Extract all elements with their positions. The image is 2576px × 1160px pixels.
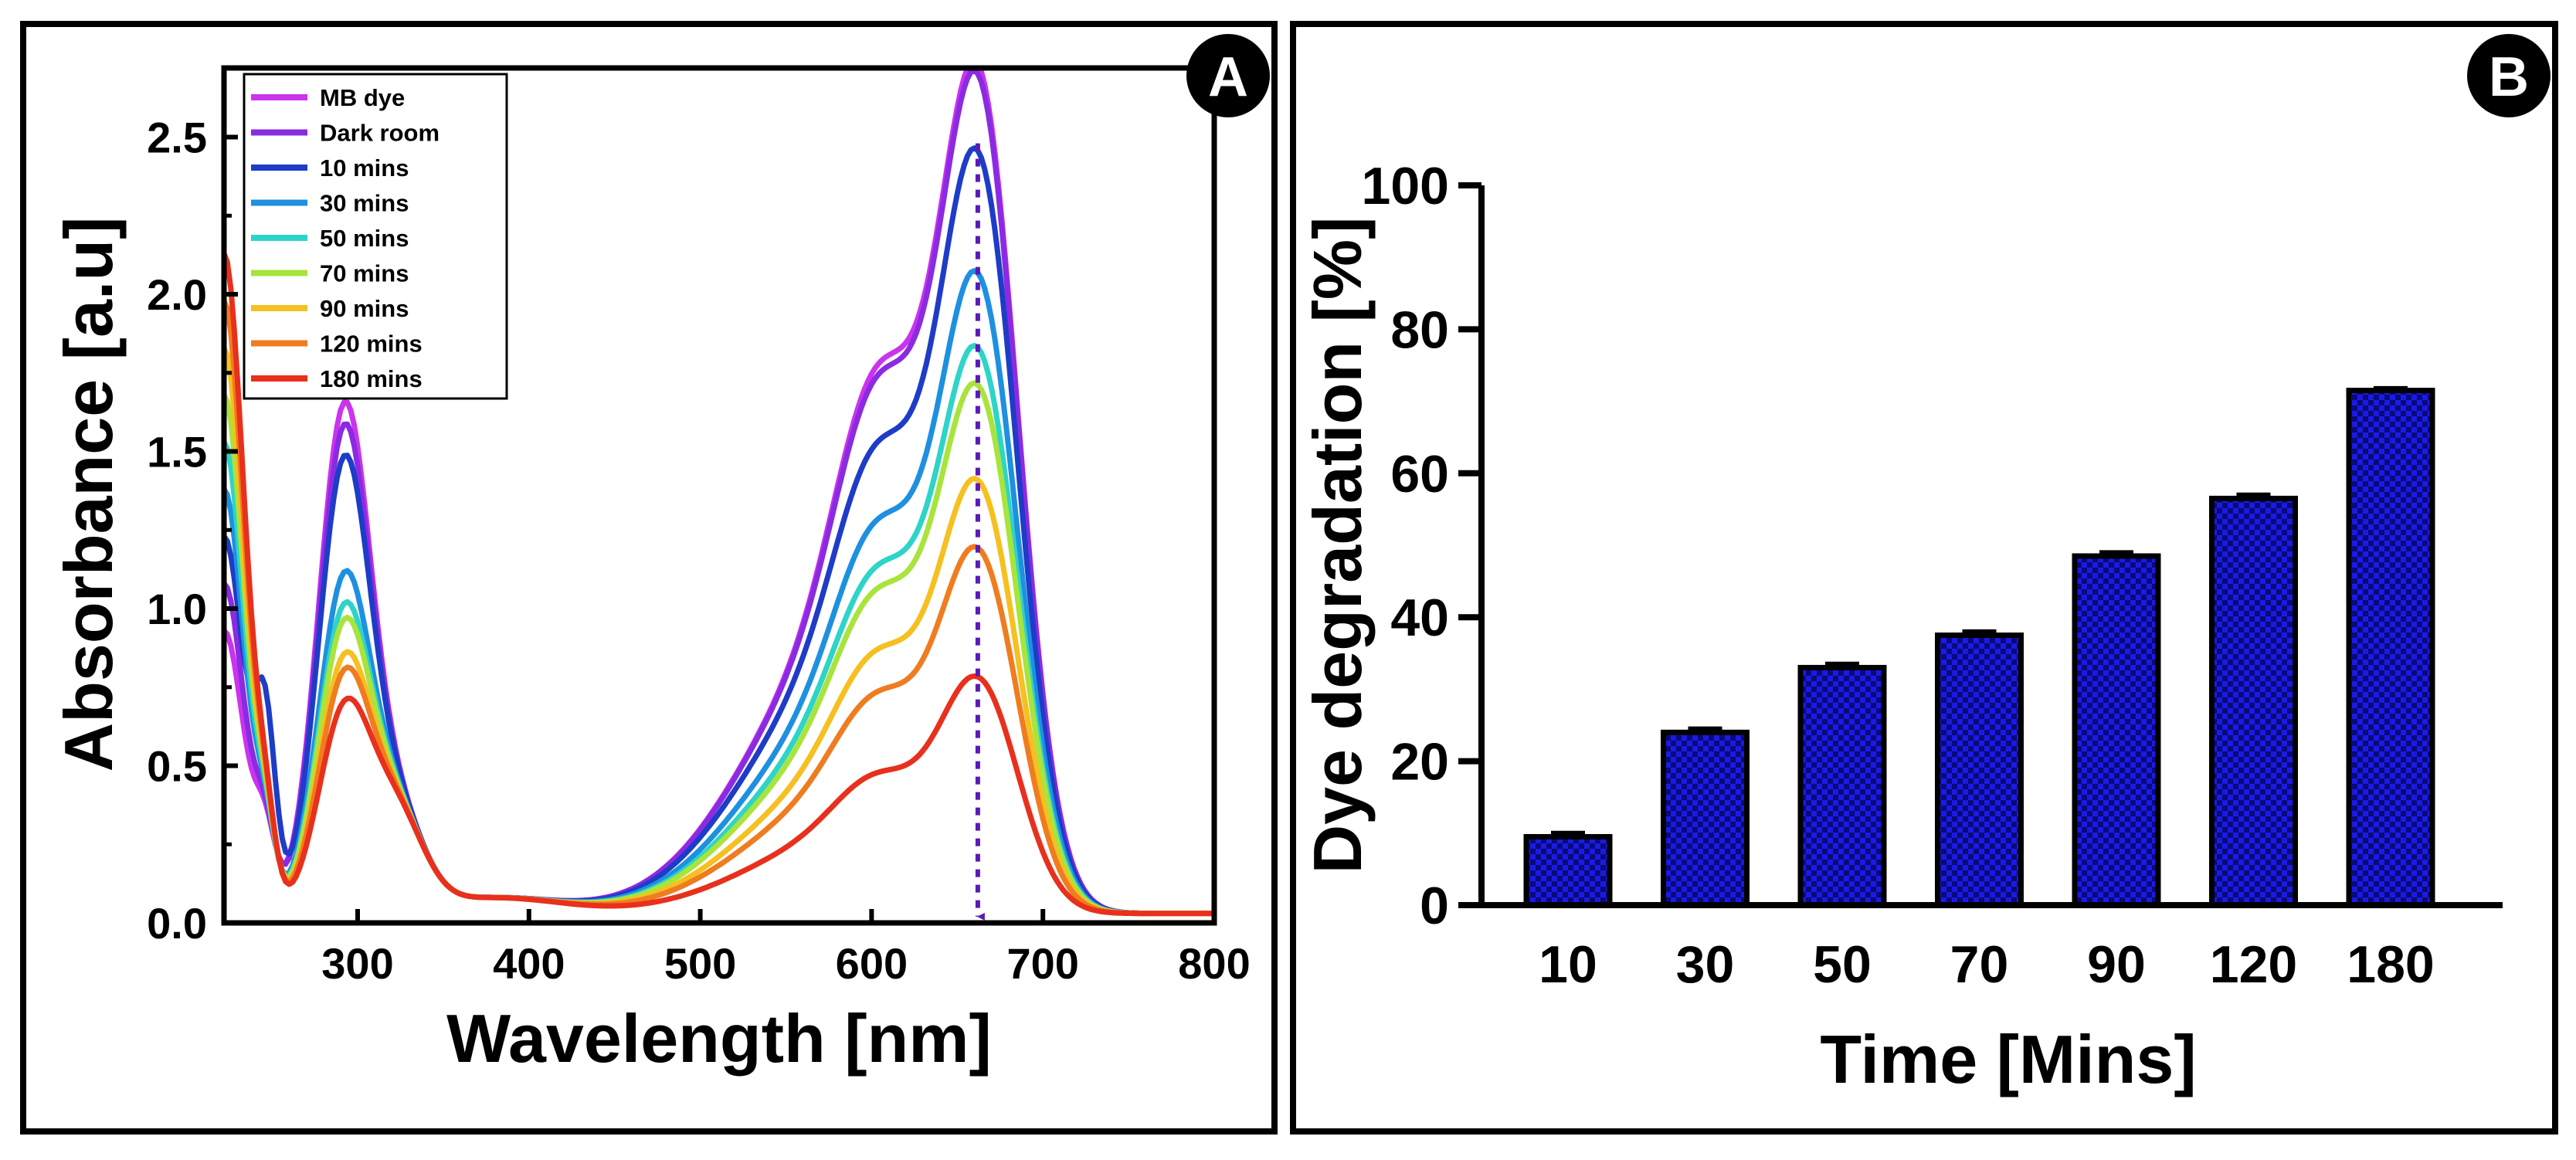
- degradation-x-tick-label: 120: [2210, 935, 2297, 994]
- legend-entry: 70 mins: [320, 260, 409, 287]
- degradation-y-axis-label: Dye degradation [%]: [1299, 217, 1376, 874]
- degradation-x-axis-label: Time [Mins]: [1820, 1021, 2196, 1097]
- degradation-x-tick-label: 30: [1676, 935, 1735, 994]
- degradation-y-tick-label: 60: [1390, 445, 1449, 504]
- absorbance-x-tick-label: 300: [321, 939, 393, 988]
- absorbance-x-tick-label: 800: [1178, 939, 1250, 988]
- legend: MB dye Dark room 10 mins 30 mins 50 mins 70 m…: [243, 73, 508, 400]
- absorbance-y-tick-label: 1.5: [147, 428, 207, 477]
- absorbance-y-axis-label: Absorbance [a.u]: [50, 217, 127, 772]
- absorbance-plot-frame: [221, 65, 1217, 926]
- panel-b-badge: [2467, 34, 2551, 117]
- degradation-bar: [1935, 633, 2024, 908]
- legend-entry: 180 mins: [320, 365, 423, 392]
- legend-entry: 90 mins: [320, 295, 409, 322]
- absorbance-chart: 300 400 500 600 700 800 0.0 0.5 1.0 1.5 2.0 2.5 MB …: [50, 65, 1251, 1077]
- absorbance-y-tick-label: 0.0: [147, 899, 207, 948]
- degradation-bar: [2346, 388, 2435, 908]
- degradation-y-tick-label: 0: [1420, 877, 1449, 935]
- legend-entry: 50 mins: [320, 225, 409, 252]
- panel-a-frame: [20, 21, 1278, 1135]
- absorbance-y-tick-label: 2.5: [147, 114, 207, 162]
- absorbance-x-tick-label: 400: [493, 939, 565, 988]
- absorbance-y-tick-label: 0.5: [147, 742, 207, 791]
- absorbance-y-tick-label: 2.0: [147, 270, 207, 319]
- absorbance-series-line: [222, 145, 1214, 917]
- degradation-x-tick-label: 10: [1539, 935, 1597, 994]
- absorbance-x-tick-label: 700: [1006, 939, 1078, 988]
- degradation-y-tick-label: 100: [1362, 157, 1449, 215]
- degradation-bar: [2072, 553, 2161, 908]
- degradation-bar: [2209, 495, 2298, 908]
- degradation-x-tick-label: 90: [2087, 935, 2146, 994]
- legend-entry: Dark room: [320, 120, 440, 147]
- degradation-bars: [1523, 385, 2435, 908]
- legend-entry: 10 mins: [320, 154, 409, 181]
- degradation-x-tick-label: 180: [2347, 935, 2434, 994]
- absorbance-series-group: [221, 65, 1214, 917]
- panel-b-label: B: [2489, 46, 2529, 108]
- degradation-bar: [1661, 729, 1750, 908]
- degradation-y-tick-label: 80: [1390, 300, 1449, 359]
- degradation-bar: [1523, 833, 1613, 908]
- degradation-chart: 0 20 40 60 80 100 10 30 50 70 90 120 180 Time [Mins]…: [1299, 157, 2503, 1097]
- absorbance-x-tick-label: 600: [836, 939, 908, 988]
- absorbance-series-line: [221, 252, 1214, 917]
- absorbance-x-tick-label: 500: [664, 939, 736, 988]
- absorbance-y-tick-label: 1.0: [147, 585, 207, 633]
- legend-entry: 120 mins: [320, 331, 423, 358]
- absorbance-series-line: [221, 299, 1214, 917]
- degradation-bar: [1797, 664, 1887, 908]
- panel-a-label: A: [1208, 46, 1248, 108]
- degradation-y-tick-label: 20: [1390, 733, 1449, 792]
- degradation-x-tick-label: 50: [1813, 935, 1872, 994]
- legend-entry: 30 mins: [320, 190, 409, 217]
- panel-b-frame: [1290, 21, 2558, 1135]
- legend-entry: MB dye: [320, 84, 405, 111]
- absorbance-x-axis-label: Wavelength [nm]: [446, 1000, 992, 1077]
- degradation-y-tick-label: 40: [1390, 588, 1449, 647]
- degradation-x-tick-label: 70: [1950, 935, 2009, 994]
- panel-a-badge: [1186, 34, 1270, 117]
